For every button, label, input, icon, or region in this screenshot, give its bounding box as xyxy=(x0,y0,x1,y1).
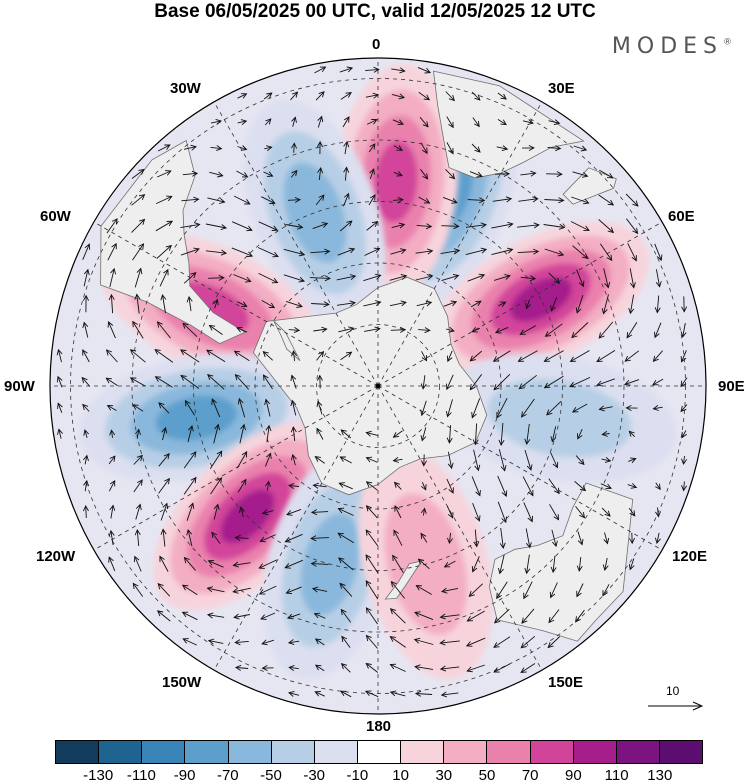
colorbar-tick-label: -70 xyxy=(217,767,239,784)
lon-label-60w: 60W xyxy=(40,208,71,225)
lon-label-150w: 150W xyxy=(162,674,201,691)
colorbar-tick-label: 90 xyxy=(565,767,582,784)
colorbar-tick-label: 70 xyxy=(522,767,539,784)
lon-label-90e: 90E xyxy=(718,378,745,395)
lon-label-30w: 30W xyxy=(170,80,201,97)
colorbar-ticks: -130 -110 -90 -70 -50 -30 -10 10 30 50 70 90 110 130 xyxy=(55,767,703,783)
colorbar-swatch xyxy=(358,741,401,763)
colorbar-swatch xyxy=(229,741,272,763)
colorbar-swatch xyxy=(272,741,315,763)
colorbar-swatch xyxy=(315,741,358,763)
lon-label-120w: 120W xyxy=(36,548,75,565)
reference-vector xyxy=(648,702,702,710)
reference-vector-label: 10 xyxy=(666,684,679,698)
south-pole-marker xyxy=(376,384,381,389)
lon-label-180: 180 xyxy=(366,718,391,735)
lon-label-150e: 150E xyxy=(548,674,583,691)
colorbar-swatch xyxy=(487,741,530,763)
lon-label-30e: 30E xyxy=(548,80,575,97)
colorbar-swatch xyxy=(660,741,702,763)
colorbar-tick-label: -110 xyxy=(127,767,156,784)
colorbar-swatch xyxy=(142,741,185,763)
lon-label-120e: 120E xyxy=(672,548,707,565)
lon-label-0: 0 xyxy=(372,36,380,53)
colorbar-swatch xyxy=(99,741,142,763)
colorbar-tick-label: 30 xyxy=(435,767,452,784)
colorbar-swatch xyxy=(401,741,444,763)
colorbar-tick-label: 10 xyxy=(392,767,409,784)
colorbar-tick-label: -10 xyxy=(347,767,369,784)
colorbar-swatch xyxy=(574,741,617,763)
colorbar-tick-label: -50 xyxy=(260,767,282,784)
colorbar-tick-label: -30 xyxy=(303,767,325,784)
colorbar-tick-label: -130 xyxy=(83,767,113,784)
colorbar xyxy=(55,740,703,764)
colorbar-swatch xyxy=(185,741,228,763)
colorbar-swatch xyxy=(444,741,487,763)
colorbar-tick-label: -90 xyxy=(174,767,196,784)
colorbar-swatch xyxy=(56,741,99,763)
colorbar-tick-label: 110 xyxy=(605,767,629,784)
lon-label-90w: 90W xyxy=(4,378,35,395)
colorbar-swatch xyxy=(617,741,660,763)
colorbar-tick-label: 130 xyxy=(647,767,672,784)
lon-label-60e: 60E xyxy=(668,208,695,225)
colorbar-tick-label: 50 xyxy=(479,767,496,784)
colorbar-swatch xyxy=(531,741,574,763)
map-content xyxy=(40,50,720,730)
